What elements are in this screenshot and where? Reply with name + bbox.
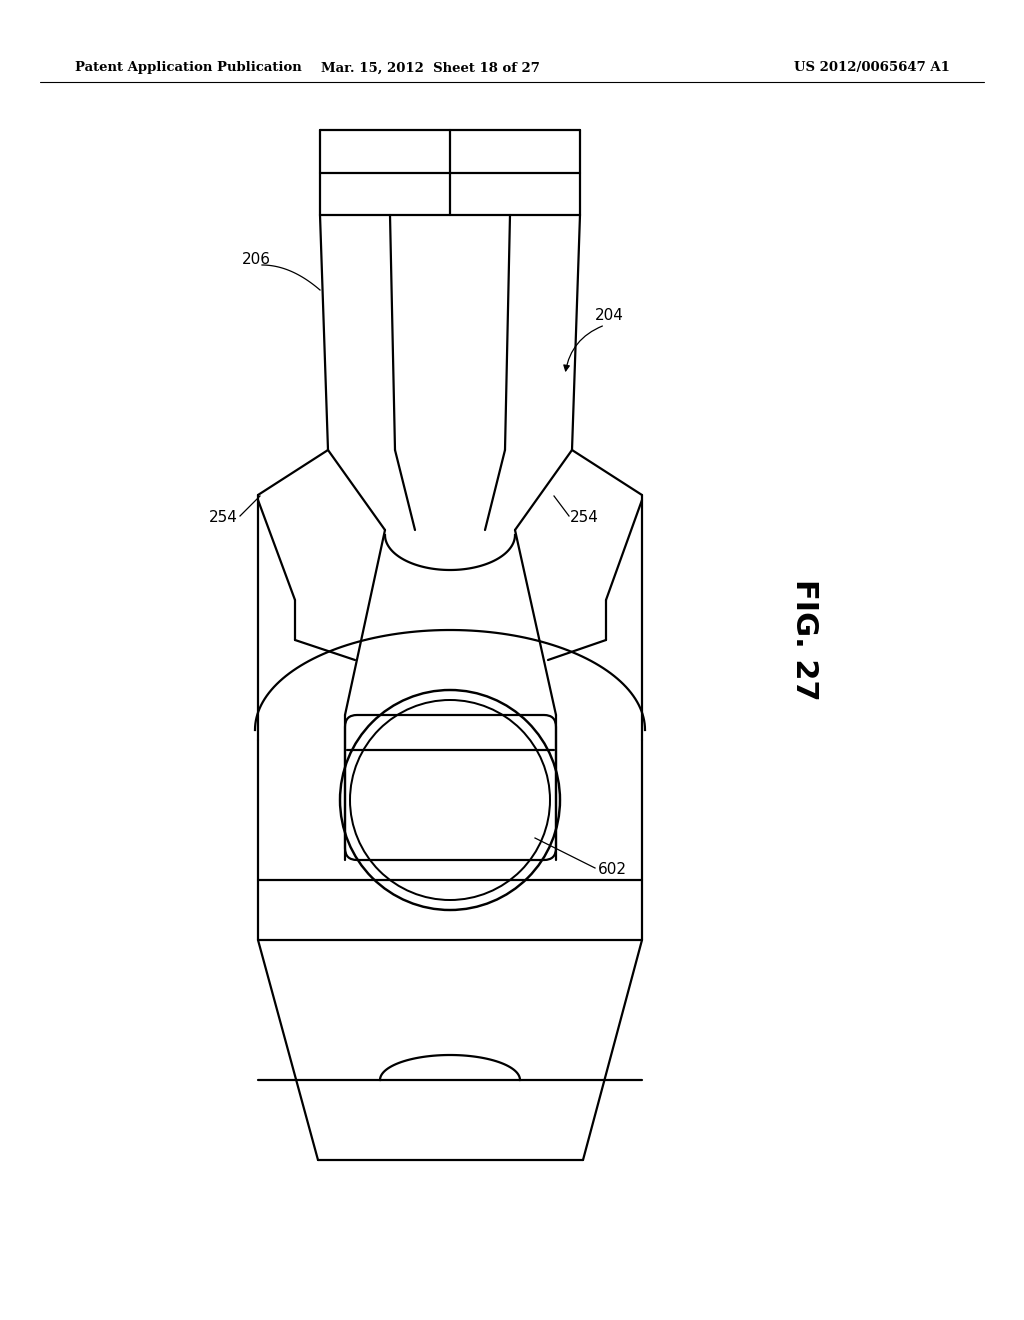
Text: US 2012/0065647 A1: US 2012/0065647 A1 <box>795 62 950 74</box>
Text: Patent Application Publication: Patent Application Publication <box>75 62 302 74</box>
Text: 254: 254 <box>570 511 599 525</box>
Text: 206: 206 <box>242 252 271 268</box>
Text: 602: 602 <box>598 862 627 878</box>
Text: 254: 254 <box>209 511 238 525</box>
Text: Mar. 15, 2012  Sheet 18 of 27: Mar. 15, 2012 Sheet 18 of 27 <box>321 62 540 74</box>
Text: FIG. 27: FIG. 27 <box>790 579 819 701</box>
Text: 204: 204 <box>595 308 624 322</box>
